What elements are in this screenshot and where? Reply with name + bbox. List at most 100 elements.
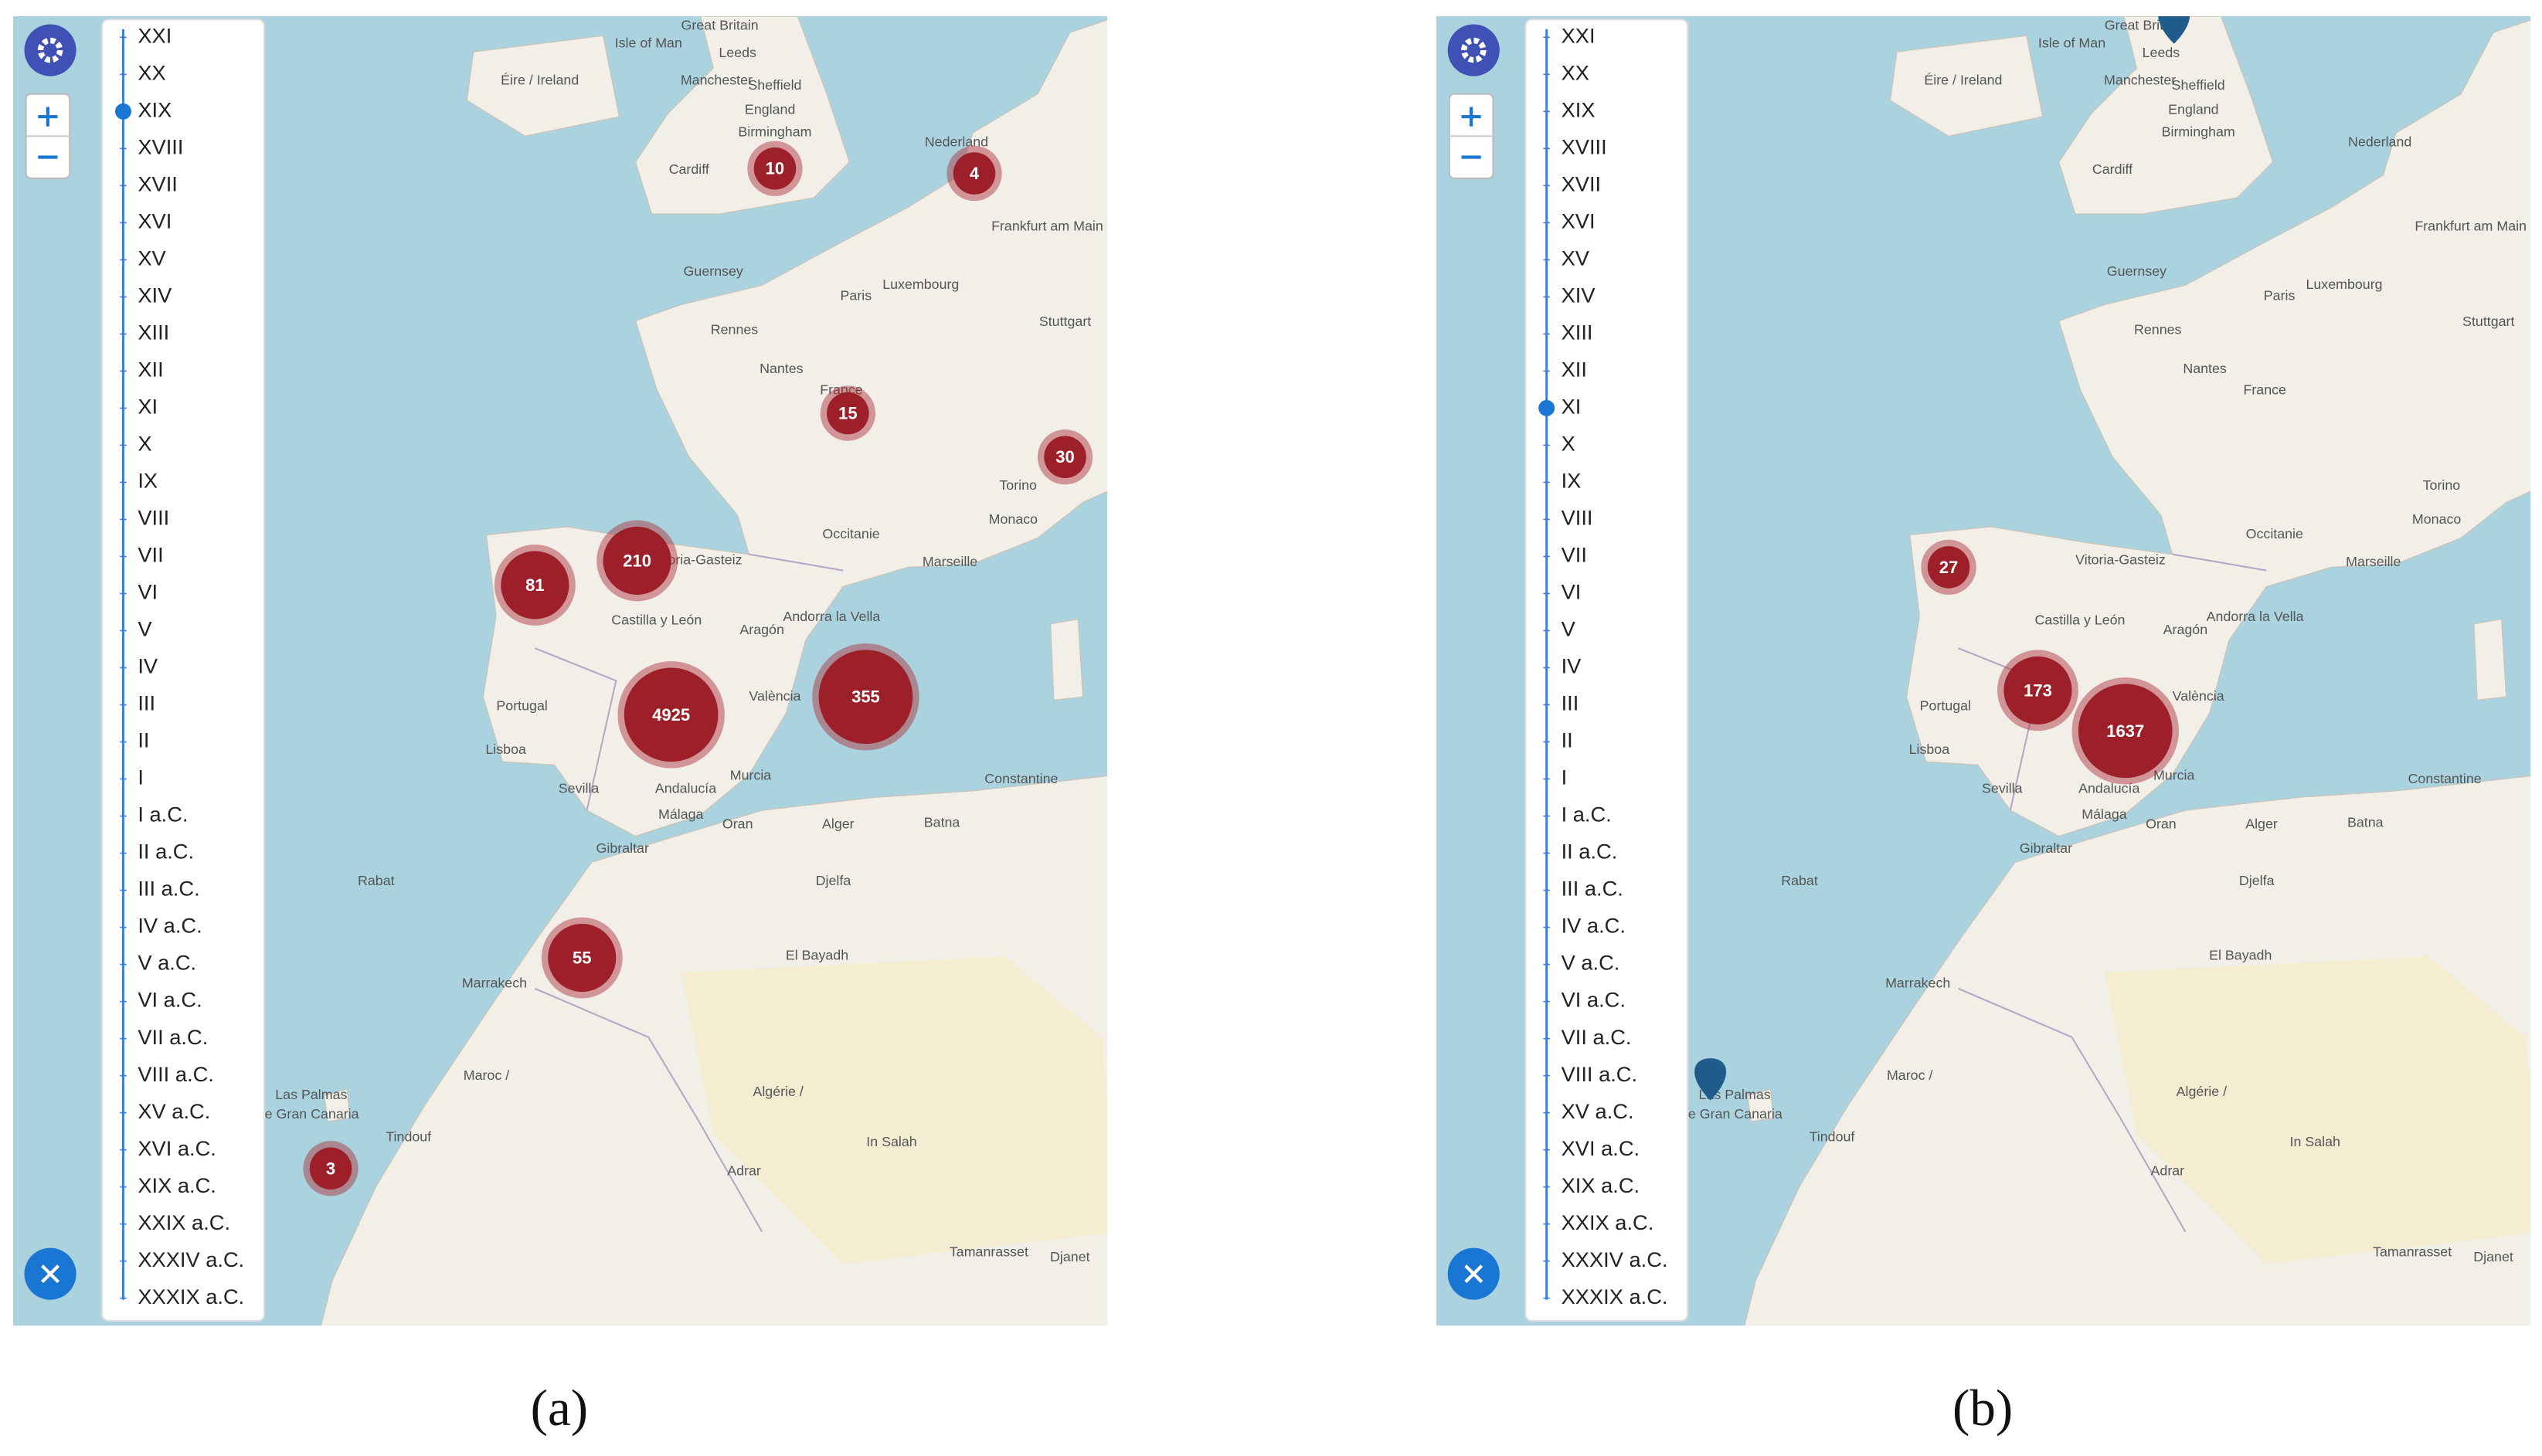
century-label[interactable]: VI bbox=[1562, 580, 1582, 604]
century-label[interactable]: XI bbox=[138, 395, 158, 419]
century-label[interactable]: XIX bbox=[138, 97, 172, 121]
century-label[interactable]: XIX a.C. bbox=[1562, 1173, 1640, 1197]
century-label[interactable]: XXXIV a.C. bbox=[1562, 1247, 1668, 1271]
century-label[interactable]: XV bbox=[138, 246, 166, 270]
century-label[interactable]: VII a.C. bbox=[138, 1025, 208, 1049]
century-label[interactable]: VI a.C. bbox=[1562, 988, 1626, 1012]
century-label[interactable]: III bbox=[1562, 691, 1579, 715]
century-label[interactable]: IV a.C. bbox=[1562, 914, 1626, 938]
century-label[interactable]: XX bbox=[1562, 60, 1589, 84]
century-label[interactable]: IX bbox=[1562, 469, 1582, 493]
cluster[interactable] bbox=[753, 147, 797, 190]
century-label[interactable]: XXXIX a.C. bbox=[1562, 1285, 1668, 1308]
settings-button[interactable] bbox=[24, 24, 76, 76]
century-label[interactable]: III bbox=[138, 691, 155, 715]
century-label[interactable]: XIV bbox=[1562, 283, 1596, 307]
map-pin[interactable] bbox=[2158, 2, 2190, 44]
century-label[interactable]: IX bbox=[138, 469, 158, 493]
century-label[interactable]: II a.C. bbox=[1562, 840, 1618, 864]
century-label[interactable]: XXI bbox=[1562, 23, 1596, 47]
zoom-in[interactable] bbox=[1461, 107, 1481, 127]
panel-caption: (b) bbox=[1952, 1379, 2013, 1437]
cluster[interactable] bbox=[1927, 546, 1970, 589]
century-label[interactable]: XIX a.C. bbox=[138, 1173, 216, 1197]
century-label[interactable]: XXXIV a.C. bbox=[138, 1247, 244, 1271]
century-label[interactable]: XV bbox=[1562, 246, 1590, 270]
century-label[interactable]: VII bbox=[138, 543, 163, 567]
land bbox=[482, 19, 1108, 837]
century-label[interactable]: XVI bbox=[138, 209, 172, 233]
century-label[interactable]: XIII bbox=[138, 321, 169, 344]
century-label[interactable]: V a.C. bbox=[138, 951, 196, 975]
cluster[interactable] bbox=[309, 1147, 352, 1190]
century-label[interactable]: II a.C. bbox=[138, 840, 194, 864]
century-label[interactable]: XII bbox=[1562, 358, 1587, 382]
century-label[interactable]: XIV bbox=[138, 283, 172, 307]
century-label[interactable]: XVIII bbox=[1562, 134, 1607, 158]
century-label[interactable]: IV bbox=[138, 654, 158, 678]
map-pin[interactable] bbox=[1694, 1058, 1727, 1101]
map-label: Torino bbox=[999, 477, 1037, 493]
cluster[interactable] bbox=[2078, 684, 2173, 779]
century-label[interactable]: XVI bbox=[1562, 209, 1596, 233]
cluster-count: 210 bbox=[623, 551, 651, 570]
century-label[interactable]: IV a.C. bbox=[138, 914, 202, 938]
century-label[interactable]: V a.C. bbox=[1562, 951, 1620, 975]
century-label[interactable]: XIII bbox=[1562, 321, 1593, 344]
zoom-in[interactable] bbox=[38, 107, 58, 127]
century-label[interactable]: III a.C. bbox=[1562, 877, 1623, 901]
century-label[interactable]: I bbox=[138, 765, 144, 789]
cluster[interactable] bbox=[501, 551, 569, 619]
century-label[interactable]: IV bbox=[1562, 654, 1582, 678]
century-label[interactable]: VIII bbox=[1562, 506, 1593, 530]
century-label[interactable]: XVIII bbox=[138, 134, 183, 158]
century-label[interactable]: VII a.C. bbox=[1562, 1025, 1632, 1049]
timeline-panel bbox=[101, 19, 266, 1322]
century-label[interactable]: XIX bbox=[1562, 97, 1596, 121]
map-label: Batna bbox=[924, 815, 960, 830]
century-label[interactable]: XV a.C. bbox=[138, 1099, 210, 1123]
century-label[interactable]: XXXIX a.C. bbox=[138, 1285, 244, 1308]
century-label[interactable]: VI a.C. bbox=[138, 988, 202, 1012]
century-label[interactable]: XXI bbox=[138, 23, 172, 47]
century-label[interactable]: XVI a.C. bbox=[138, 1136, 216, 1160]
cluster[interactable] bbox=[1044, 436, 1086, 478]
century-label[interactable]: XX bbox=[138, 60, 165, 84]
century-label[interactable]: VIII a.C. bbox=[138, 1062, 214, 1086]
map-label: Lisboa bbox=[1909, 742, 1950, 757]
century-label[interactable]: I a.C. bbox=[1562, 803, 1612, 826]
century-label[interactable]: XXIX a.C. bbox=[138, 1210, 230, 1234]
century-label[interactable]: XXIX a.C. bbox=[1562, 1210, 1654, 1234]
cluster[interactable] bbox=[2003, 656, 2072, 725]
century-label[interactable]: I a.C. bbox=[138, 803, 188, 826]
century-label[interactable]: VIII bbox=[138, 506, 169, 530]
century-label[interactable]: XV a.C. bbox=[1562, 1099, 1634, 1123]
century-label[interactable]: XVI a.C. bbox=[1562, 1136, 1640, 1160]
timeline-handle[interactable] bbox=[114, 103, 131, 120]
map-label: Murcia bbox=[2153, 768, 2195, 783]
century-label[interactable]: VII bbox=[1562, 543, 1587, 567]
century-label[interactable]: III a.C. bbox=[138, 877, 199, 901]
cluster[interactable] bbox=[818, 650, 913, 745]
cluster[interactable] bbox=[548, 923, 617, 993]
settings-button[interactable] bbox=[1447, 24, 1500, 76]
cluster[interactable] bbox=[827, 392, 869, 435]
timeline-handle[interactable] bbox=[1538, 399, 1555, 416]
century-label[interactable]: II bbox=[138, 728, 149, 752]
cluster[interactable] bbox=[624, 667, 719, 762]
century-label[interactable]: I bbox=[1562, 765, 1568, 789]
cluster[interactable] bbox=[953, 152, 996, 195]
century-label[interactable]: XVII bbox=[1562, 172, 1602, 196]
century-label[interactable]: XI bbox=[1562, 395, 1582, 419]
century-label[interactable]: VI bbox=[138, 580, 158, 604]
map-label: Alger bbox=[822, 816, 855, 832]
cluster[interactable] bbox=[603, 526, 671, 596]
century-label[interactable]: XII bbox=[138, 358, 163, 382]
century-label[interactable]: V bbox=[138, 617, 152, 641]
century-label[interactable]: XVII bbox=[138, 172, 178, 196]
century-label[interactable]: X bbox=[138, 432, 151, 456]
century-label[interactable]: VIII a.C. bbox=[1562, 1062, 1638, 1086]
century-label[interactable]: V bbox=[1562, 617, 1576, 641]
century-label[interactable]: X bbox=[1562, 432, 1575, 456]
century-label[interactable]: II bbox=[1562, 728, 1573, 752]
